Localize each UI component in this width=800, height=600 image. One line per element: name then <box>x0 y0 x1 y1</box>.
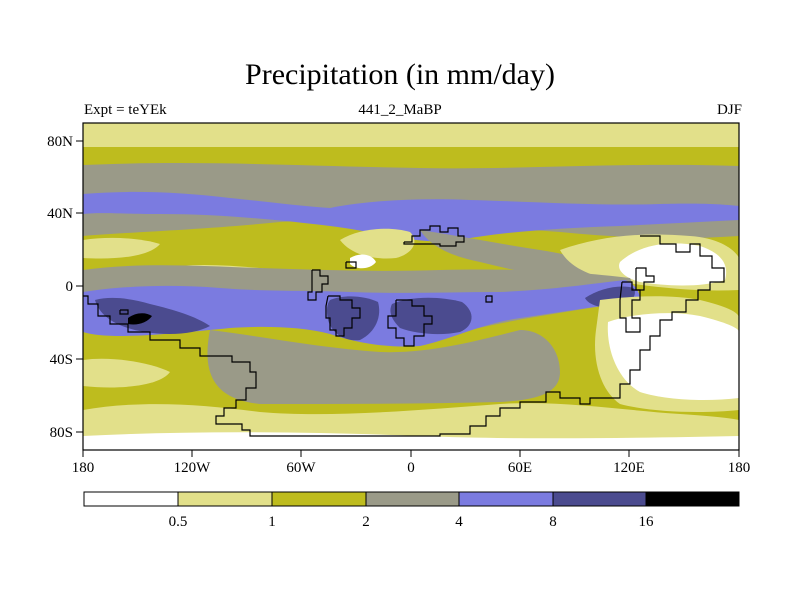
arctic-dry-band <box>83 123 739 147</box>
landmask-west-pacific-islands <box>119 309 129 315</box>
landmask-africa <box>387 299 433 347</box>
dry-patch-southeast-pacific <box>83 358 170 388</box>
southern-ocean-band <box>207 330 560 404</box>
colorbar-box <box>178 492 272 506</box>
lon-label: 0 <box>407 460 415 476</box>
tick-marks <box>76 140 740 457</box>
landmask-australia <box>619 281 641 333</box>
lon-labels: 180 120W 60W 0 60E 120E 180 <box>72 460 751 476</box>
colorbar-box <box>366 492 459 506</box>
lon-label: 60W <box>286 460 316 476</box>
landmask-southeast-asia <box>635 267 655 291</box>
lat-label: 80S <box>50 425 73 441</box>
colorbar-box <box>84 492 178 506</box>
lat-label: 80N <box>47 134 73 150</box>
lat-labels: 80N 40N 0 40S 80S <box>47 134 73 441</box>
landmask-caribbean <box>345 261 357 269</box>
landmask-central-america <box>307 269 329 301</box>
lat-label: 40S <box>50 352 73 368</box>
colorbar-box <box>646 492 739 506</box>
lon-label: 60E <box>508 460 532 476</box>
experiment-label: Expt = teYEk <box>84 102 167 118</box>
dry-patch-atlantic <box>340 228 415 259</box>
lat-label: 40N <box>47 206 73 222</box>
colorbar-label: 2 <box>362 514 370 530</box>
dry-patch-pacific <box>83 237 160 259</box>
lat-label: 0 <box>66 279 74 295</box>
colorbar-label: 1 <box>268 514 276 530</box>
heavy-rain-pacific <box>95 297 210 334</box>
colorbar-box <box>272 492 366 506</box>
antarctic-dry-core <box>83 432 739 450</box>
landmask-north-atlantic <box>403 225 465 247</box>
colorbar-dividers <box>177 492 647 506</box>
extreme-rain-cell <box>128 313 152 325</box>
time-label: 441_2_MaBP <box>358 102 442 118</box>
landmask-antarctic <box>83 295 534 437</box>
landmask-outline <box>83 225 725 437</box>
northern-storm-track <box>83 191 739 242</box>
northern-grey-lobe <box>420 230 620 285</box>
colorbar-box <box>553 492 646 506</box>
colorbar-label: 4 <box>455 514 463 530</box>
map-field <box>83 123 739 450</box>
lon-label: 180 <box>72 460 95 476</box>
colorbar-label: 16 <box>639 514 655 530</box>
landmask-atlantic-island <box>485 295 493 303</box>
landmask-south-america <box>325 295 361 337</box>
landmask-asia <box>534 235 725 405</box>
colorbar: 0.5 1 2 4 8 16 <box>83 491 740 530</box>
season-label: DJF <box>716 102 742 118</box>
colorbar-label: 8 <box>549 514 557 530</box>
lon-label: 120W <box>174 460 212 476</box>
colorbar-frame <box>83 491 740 507</box>
map-title: Precipitation (in mm/day) <box>245 58 555 91</box>
lon-label: 120E <box>613 460 645 476</box>
colorbar-box <box>459 492 553 506</box>
lon-label: 180 <box>728 460 751 476</box>
colorbar-labels: 0.5 1 2 4 8 16 <box>169 514 654 530</box>
dry-core-south <box>607 313 739 400</box>
colorbar-label: 0.5 <box>169 514 188 530</box>
